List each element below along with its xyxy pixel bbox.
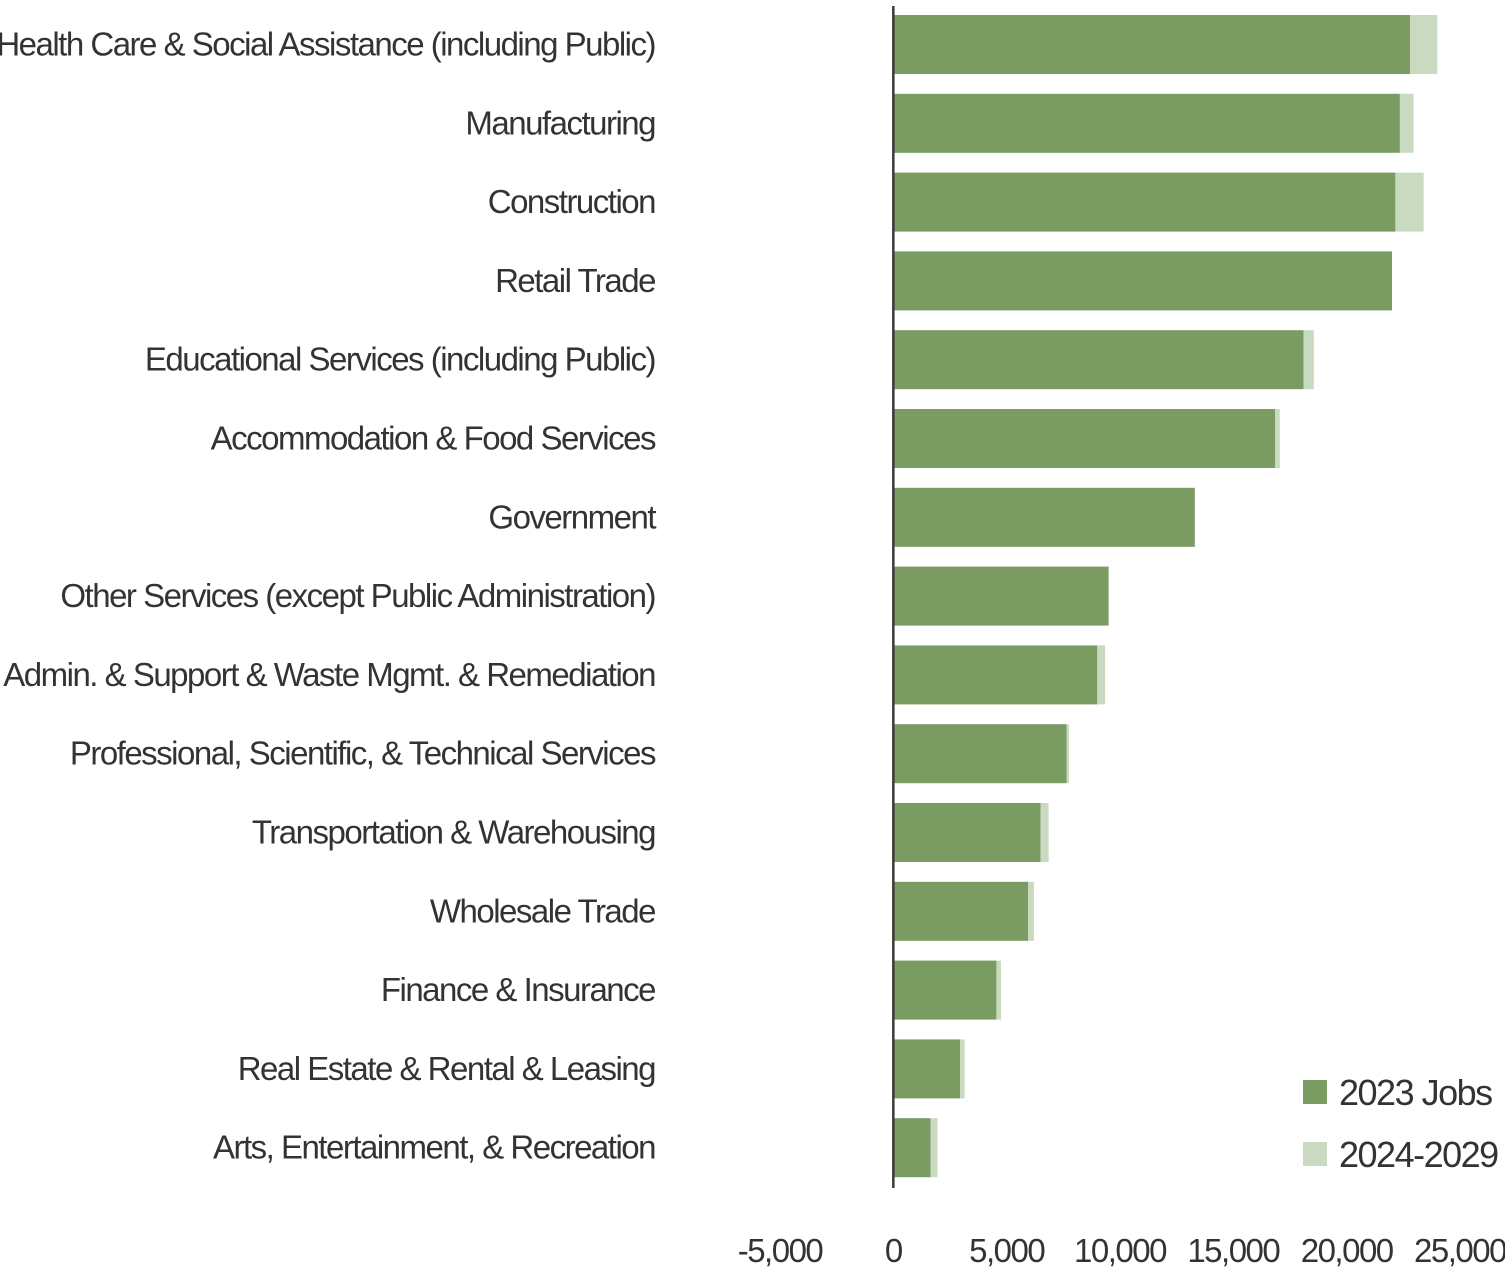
- x-tick-label: 15,000: [1187, 1232, 1280, 1269]
- x-tick-label: 25,000: [1414, 1232, 1505, 1269]
- bar-educational-services-including-public-2024-2029: [1303, 330, 1314, 390]
- bar-construction-2024-2029: [1395, 172, 1424, 232]
- category-label: Manufacturing: [465, 104, 655, 141]
- category-label: Professional, Scientific, & Technical Se…: [70, 735, 656, 772]
- bar-accommodation-food-services-2023-jobs: [893, 409, 1276, 468]
- bar-other-services-except-public-administration-2023-jobs: [893, 566, 1109, 626]
- category-label: Accommodation & Food Services: [211, 420, 656, 457]
- bar-accommodation-food-services-2024-2029: [1275, 409, 1280, 468]
- legend-label-2023-jobs: 2023 Jobs: [1339, 1072, 1492, 1113]
- category-label: Wholesale Trade: [430, 892, 655, 929]
- category-label: Transportation & Warehousing: [252, 814, 655, 851]
- bar-group: [893, 15, 1438, 1178]
- x-tick-label-group: -5,000 0 5,000 10,000 15,000 20,000 25,000: [738, 1232, 1505, 1269]
- bar-transportation-warehousing-2023-jobs: [893, 803, 1041, 862]
- category-label-group: Health Care & Social Assistance (includi…: [0, 26, 658, 1166]
- bar-admin-support-waste-mgmt-remediation-2023-jobs: [893, 645, 1098, 705]
- bar-manufacturing-2024-2029: [1399, 93, 1414, 153]
- bar-finance-insurance-2023-jobs: [893, 960, 997, 1020]
- bar-professional-scientific-technical-services-2023-jobs: [893, 724, 1067, 784]
- bar-wholesale-trade-2024-2029: [1028, 881, 1034, 941]
- bar-manufacturing-2023-jobs: [893, 93, 1400, 153]
- category-label: Government: [488, 498, 656, 535]
- category-label: Retail Trade: [495, 262, 655, 299]
- bar-arts-entertainment-recreation-2023-jobs: [893, 1118, 931, 1178]
- bar-health-care-social-assistance-including-public-2024-2029: [1410, 15, 1438, 74]
- bar-wholesale-trade-2023-jobs: [893, 881, 1029, 941]
- bar-professional-scientific-technical-services-2024-2029: [1066, 724, 1069, 784]
- x-tick-label: 0: [885, 1232, 903, 1269]
- x-tick-label: -5,000: [738, 1232, 824, 1269]
- category-label: Admin. & Support & Waste Mgmt. & Remedia…: [3, 656, 655, 693]
- bar-government-2023-jobs: [893, 487, 1195, 547]
- category-label: Other Services (except Public Administra…: [60, 577, 655, 614]
- bar-health-care-social-assistance-including-public-2023-jobs: [893, 15, 1411, 74]
- bar-admin-support-waste-mgmt-remediation-2024-2029: [1097, 645, 1106, 705]
- legend-label-2024-2029: 2024-2029: [1339, 1134, 1498, 1175]
- category-label: Arts, Entertainment, & Recreation: [213, 1129, 655, 1166]
- x-tick-label: 20,000: [1301, 1232, 1394, 1269]
- bar-transportation-warehousing-2024-2029: [1040, 803, 1049, 862]
- legend-swatch-2024-2029: [1303, 1142, 1327, 1166]
- bar-real-estate-rental-leasing-2024-2029: [960, 1039, 965, 1099]
- category-label: Construction: [488, 183, 655, 220]
- bar-real-estate-rental-leasing-2023-jobs: [893, 1039, 961, 1099]
- category-label: Educational Services (including Public): [145, 341, 655, 378]
- bar-arts-entertainment-recreation-2024-2029: [930, 1118, 938, 1178]
- legend-swatch-2023-jobs: [1303, 1080, 1327, 1104]
- bar-educational-services-including-public-2023-jobs: [893, 330, 1304, 390]
- x-tick-label: 10,000: [1074, 1232, 1167, 1269]
- x-tick-label: 5,000: [969, 1232, 1045, 1269]
- category-label: Real Estate & Rental & Leasing: [238, 1050, 655, 1087]
- category-label: Finance & Insurance: [381, 971, 655, 1008]
- legend: 2023 Jobs 2024-2029: [1303, 1072, 1500, 1175]
- bar-retail-trade-2023-jobs: [893, 251, 1392, 311]
- bar-construction-2023-jobs: [893, 172, 1396, 232]
- category-label: Health Care & Social Assistance (includi…: [0, 26, 655, 63]
- bar-finance-insurance-2024-2029: [996, 960, 1001, 1020]
